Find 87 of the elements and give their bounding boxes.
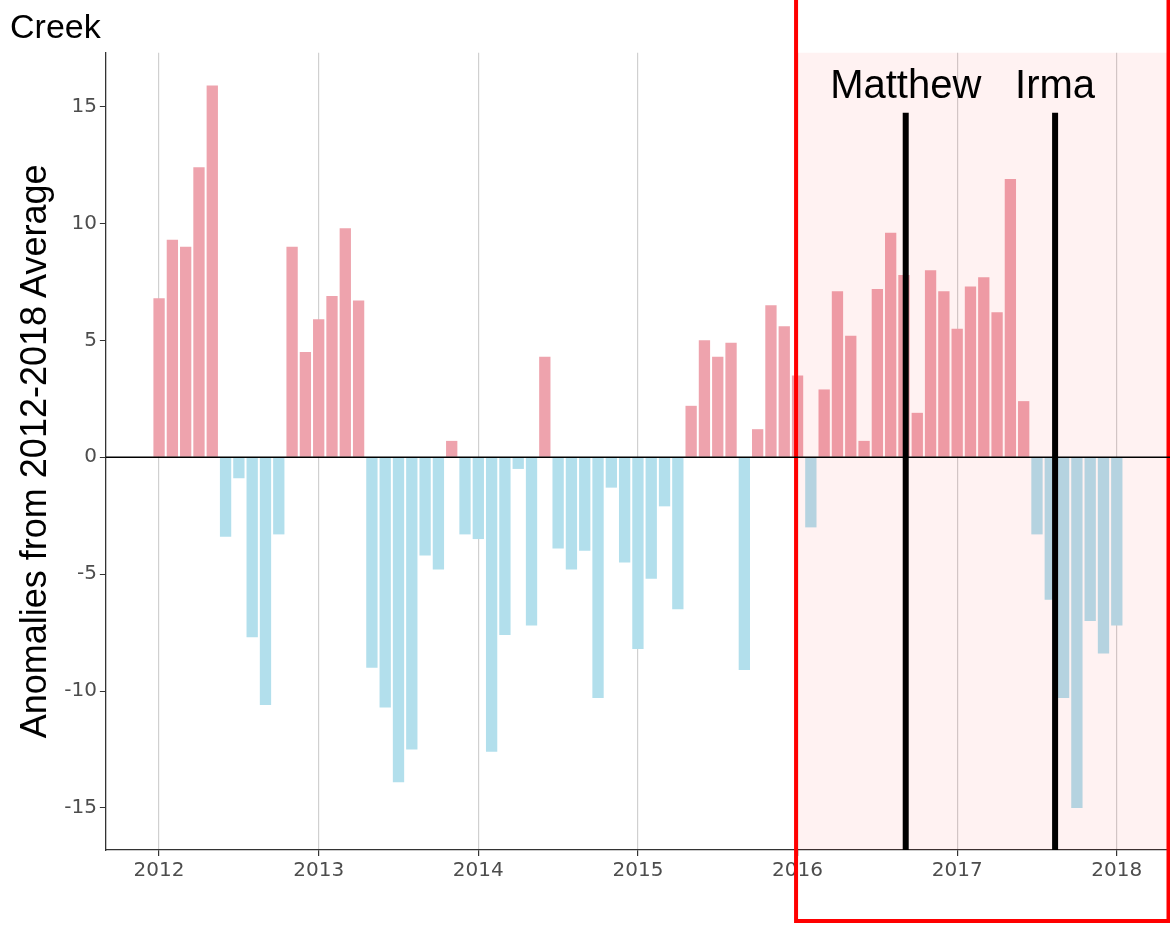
bar [938,291,950,457]
bar [366,457,378,668]
bar [499,457,511,635]
bar [592,457,604,699]
bar [632,457,644,649]
bar [446,440,458,457]
bar [752,429,764,457]
bar [738,457,750,670]
y-tick-label: 15 [71,92,97,117]
bar [525,457,538,626]
bar [712,356,724,457]
y-tick-label: 0 [84,443,97,468]
bar [485,457,498,752]
bar [831,291,844,457]
x-tick-label: 2013 [293,857,345,882]
bar [246,457,258,638]
bar [618,457,631,563]
bar [565,457,578,570]
bar [206,85,218,457]
bar [951,328,963,457]
bar [645,457,657,579]
bar [1071,457,1083,808]
bar [459,457,471,535]
y-tick-label: 10 [71,209,97,234]
bar [885,232,897,457]
bar [219,457,232,537]
bar [259,457,272,706]
bar [233,457,245,479]
bar [911,412,923,457]
ref-line-label: Matthew [830,61,982,106]
bar [1097,457,1110,654]
bar [805,457,817,528]
bar [392,457,405,783]
bar [871,288,884,457]
bar [924,270,937,457]
x-tick-label: 2012 [133,857,185,882]
bar [379,457,391,708]
bar [552,457,564,549]
bar [419,457,431,556]
bar [1057,457,1070,699]
y-tick-label: -15 [64,794,97,819]
bar [1004,179,1017,457]
bar [299,352,312,457]
bar [685,405,697,457]
y-axis-title: Anomalies from 2012-2018 Average [12,164,54,739]
bar [698,340,711,457]
bar [858,440,870,457]
bar [273,457,285,535]
bar [180,246,192,457]
bar [313,319,325,457]
ref-line-label: Irma [1015,61,1096,106]
bar [658,457,671,507]
bar [512,457,524,469]
bar [579,457,591,551]
bar [472,457,484,540]
bar [286,246,298,457]
bar [725,342,737,457]
bar [352,300,365,457]
bar [765,305,777,457]
x-tick-label: 2017 [931,857,983,882]
bar [818,389,830,457]
bar [978,277,990,457]
bar [991,312,1003,457]
x-tick-label: 2014 [452,857,504,882]
bar [672,457,684,610]
bar [432,457,445,570]
chart-title: Creek [10,6,102,45]
bar [166,239,179,457]
bar [1111,457,1123,626]
y-tick-label: 5 [84,326,97,351]
bar [605,457,617,488]
bar [539,356,551,457]
y-tick-label: -5 [76,560,97,585]
bar [193,167,205,457]
y-tick-label: -10 [64,677,97,702]
bar [339,228,351,457]
x-tick-label: 2015 [612,857,664,882]
bar [1031,457,1043,535]
bar [845,335,857,457]
bar [326,295,338,457]
x-tick-label: 2018 [1091,857,1143,882]
bar [153,298,165,457]
bar [778,326,790,457]
bar [964,286,977,457]
bar [406,457,418,750]
bar [1084,457,1096,621]
bar [1018,401,1030,457]
